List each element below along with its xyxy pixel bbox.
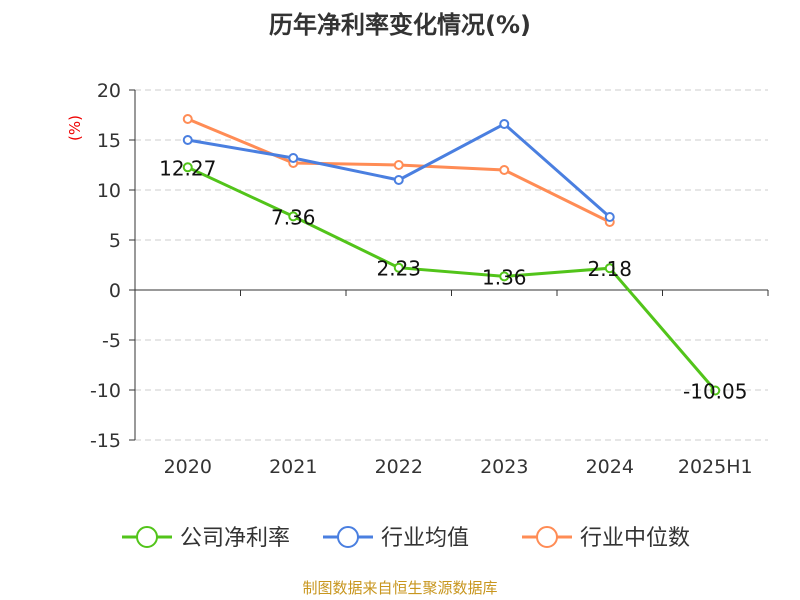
x-tick-label: 2024	[586, 456, 634, 478]
series-line	[187, 122, 611, 219]
legend-label[interactable]: 行业均值	[381, 526, 469, 551]
data-label: 2.23	[376, 257, 421, 281]
footer-source: 制图数据来自恒生聚源数据库	[302, 579, 497, 597]
data-point	[393, 160, 404, 170]
x-tick-label: 2022	[375, 456, 423, 478]
y-tick-label: 0	[109, 280, 121, 302]
legend-marker	[136, 526, 158, 548]
data-label: 1.36	[482, 265, 527, 289]
data-point	[393, 175, 404, 185]
data-point	[182, 135, 193, 145]
data-point	[710, 385, 721, 396]
data-point	[499, 271, 510, 282]
legend-label[interactable]: 公司净利率	[180, 526, 290, 551]
data-label: 12.27	[159, 156, 216, 180]
x-tick-label: 2025H1	[678, 456, 753, 478]
data-label: 2.18	[587, 257, 632, 281]
series-line	[187, 117, 611, 224]
y-tick-label: -10	[90, 380, 121, 402]
y-tick-label: -5	[102, 330, 121, 352]
data-point	[182, 114, 193, 124]
x-tick-label: 2021	[269, 456, 317, 478]
chart-title: 历年净利率变化情况(%)	[269, 11, 531, 39]
y-axis-label: (%)	[66, 115, 84, 141]
data-point	[499, 165, 510, 175]
y-tick-label: 20	[97, 80, 121, 102]
data-point	[182, 162, 193, 173]
legend-marker	[536, 526, 558, 548]
data-label: 7.36	[271, 205, 316, 229]
data-point	[499, 119, 510, 129]
y-tick-label: 5	[109, 230, 121, 252]
legend-label[interactable]: 行业中位数	[580, 526, 690, 551]
data-label: -10.05	[683, 380, 747, 404]
series-line	[187, 165, 717, 392]
x-tick-label: 2023	[480, 456, 528, 478]
data-point	[604, 263, 615, 274]
data-point	[288, 153, 299, 163]
y-tick-label: 10	[97, 180, 121, 202]
y-tick-label: -15	[90, 430, 121, 452]
y-tick-label: 15	[97, 130, 121, 152]
data-point	[604, 212, 615, 222]
legend-marker	[337, 526, 359, 548]
data-point	[393, 262, 404, 273]
data-point	[288, 211, 299, 222]
x-tick-label: 2020	[164, 456, 212, 478]
